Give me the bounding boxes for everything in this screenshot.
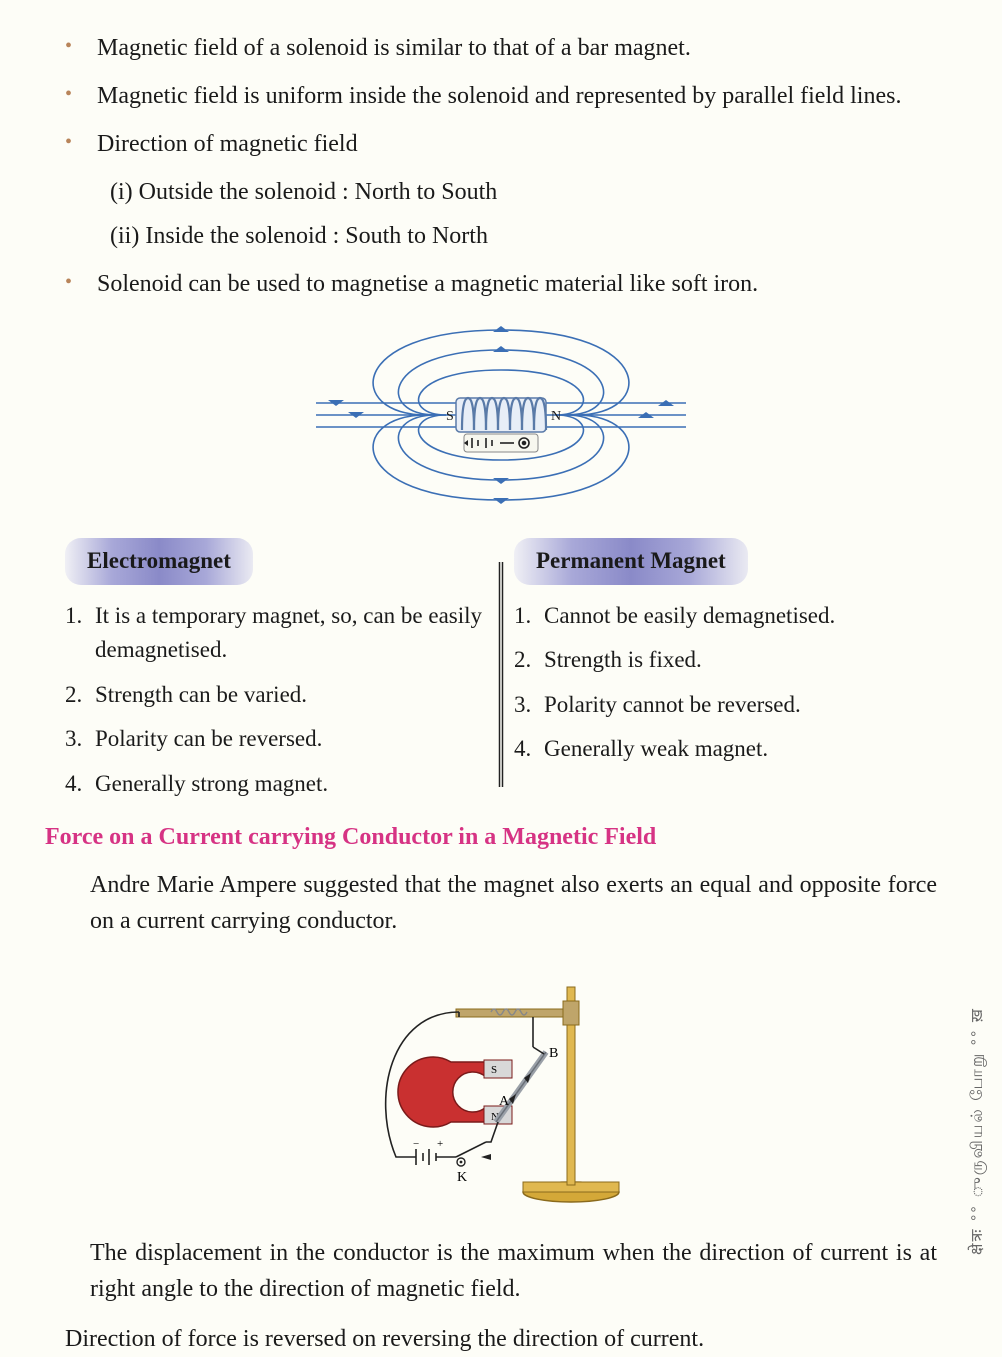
item-number: 4. xyxy=(514,732,544,767)
compare-item: 4.Generally weak magnet. xyxy=(514,732,937,767)
label-b: B xyxy=(549,1046,558,1061)
label-magnet-s: S xyxy=(491,1064,497,1076)
compare-item: 1.Cannot be easily demagnetised. xyxy=(514,599,937,634)
item-text: Generally weak magnet. xyxy=(544,732,937,767)
label-n: N xyxy=(551,409,561,424)
item-text: Strength can be varied. xyxy=(95,678,488,713)
bullet-list: • Magnetic field of a solenoid is simila… xyxy=(65,30,957,302)
item-number: 1. xyxy=(65,599,95,668)
svg-text:−: − xyxy=(413,1138,419,1150)
sub-item: (i) Outside the solenoid : North to Sout… xyxy=(110,174,957,210)
compare-item: 3.Polarity cannot be reversed. xyxy=(514,688,937,723)
figure-apparatus: − + K N S A B xyxy=(45,957,957,1207)
bullet-dot-icon: • xyxy=(65,30,72,66)
sub-item: (ii) Inside the solenoid : South to Nort… xyxy=(110,218,957,254)
item-text: Polarity can be reversed. xyxy=(95,722,488,757)
compare-item: 2.Strength is fixed. xyxy=(514,643,937,678)
compare-item: 1.It is a temporary magnet, so, can be e… xyxy=(65,599,488,668)
item-number: 3. xyxy=(65,722,95,757)
compare-col-right: Permanent Magnet 1.Cannot be easily dema… xyxy=(504,538,947,811)
item-text: Polarity cannot be reversed. xyxy=(544,688,937,723)
watermark-text: क्षेत्रः °° ுருவியல் போறு °° ख़ xyxy=(966,1007,990,1255)
paragraph: Direction of force is reversed on revers… xyxy=(65,1321,957,1357)
bullet-item: • Magnetic field of a solenoid is simila… xyxy=(65,30,957,66)
item-number: 1. xyxy=(514,599,544,634)
paragraph: Andre Marie Ampere suggested that the ma… xyxy=(90,867,937,939)
item-text: Cannot be easily demagnetised. xyxy=(544,599,937,634)
bullet-item: • Solenoid can be used to magnetise a ma… xyxy=(65,266,957,302)
paragraph: The displacement in the conductor is the… xyxy=(90,1235,937,1307)
bullet-text: Solenoid can be used to magnetise a magn… xyxy=(97,266,957,302)
apparatus-diagram-icon: − + K N S A B xyxy=(341,957,661,1207)
compare-header-right: Permanent Magnet xyxy=(514,538,748,585)
compare-item: 3.Polarity can be reversed. xyxy=(65,722,488,757)
bullet-text: Magnetic field of a solenoid is similar … xyxy=(97,30,957,66)
label-s: S xyxy=(446,409,454,424)
bullet-dot-icon: • xyxy=(65,78,72,114)
item-text: Generally strong magnet. xyxy=(95,767,488,802)
item-text: It is a temporary magnet, so, can be eas… xyxy=(95,599,488,668)
compare-header-left: Electromagnet xyxy=(65,538,253,585)
item-number: 2. xyxy=(65,678,95,713)
svg-text:+: + xyxy=(437,1138,443,1150)
bullet-dot-icon: • xyxy=(65,126,72,162)
item-number: 2. xyxy=(514,643,544,678)
sub-list: (i) Outside the solenoid : North to Sout… xyxy=(110,174,957,254)
compare-col-left: Electromagnet 1.It is a temporary magnet… xyxy=(55,538,498,811)
bullet-item: • Magnetic field is uniform inside the s… xyxy=(65,78,957,114)
bullet-text: Direction of magnetic field xyxy=(97,126,957,162)
bullet-dot-icon: • xyxy=(65,266,72,302)
figure-solenoid: S N xyxy=(45,320,957,510)
item-number: 4. xyxy=(65,767,95,802)
label-k: K xyxy=(457,1170,467,1185)
bullet-item: • Direction of magnetic field xyxy=(65,126,957,162)
compare-item: 4.Generally strong magnet. xyxy=(65,767,488,802)
section-heading: Force on a Current carrying Conductor in… xyxy=(45,819,957,855)
comparison-table: Electromagnet 1.It is a temporary magnet… xyxy=(55,538,947,811)
compare-item: 2.Strength can be varied. xyxy=(65,678,488,713)
item-text: Strength is fixed. xyxy=(544,643,937,678)
item-number: 3. xyxy=(514,688,544,723)
label-a: A xyxy=(499,1094,510,1109)
solenoid-diagram-icon: S N xyxy=(286,320,716,510)
bullet-text: Magnetic field is uniform inside the sol… xyxy=(97,78,957,114)
